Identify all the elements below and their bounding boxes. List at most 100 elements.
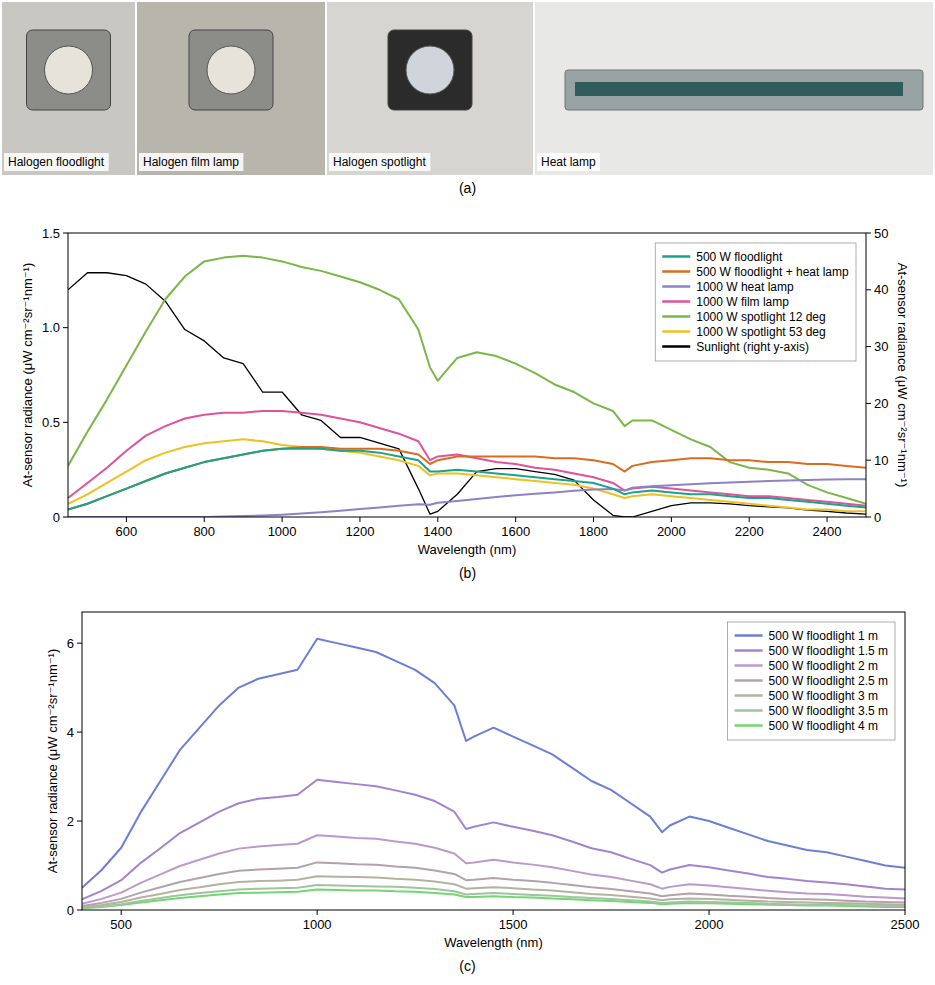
x-tick-label: 1800 bbox=[579, 524, 608, 539]
y-tick-label: 0 bbox=[53, 510, 60, 525]
legend-label: 500 W floodlight 1 m bbox=[769, 629, 878, 643]
y2-tick bbox=[866, 289, 871, 290]
legend-label: 500 W floodlight + heat lamp bbox=[696, 265, 849, 279]
legend-label: 1000 W heat lamp bbox=[696, 280, 794, 294]
series-line bbox=[68, 447, 866, 509]
x-tick-label: 500 bbox=[110, 917, 132, 932]
lines bbox=[82, 639, 905, 909]
lamp-shape bbox=[406, 46, 454, 94]
legend: 500 W floodlight 1 m500 W floodlight 1.5… bbox=[728, 622, 895, 740]
photo-background bbox=[2, 2, 135, 175]
photo-background bbox=[137, 2, 325, 175]
caption-background bbox=[4, 153, 109, 171]
photo-background bbox=[535, 2, 933, 175]
legend-swatch bbox=[735, 724, 763, 727]
x-tick bbox=[317, 910, 318, 915]
legend-label: 500 W floodlight 1.5 m bbox=[769, 644, 888, 658]
lamp-shape bbox=[575, 82, 903, 96]
legend-swatch bbox=[735, 634, 763, 637]
y-tick-label: 0 bbox=[67, 903, 74, 918]
series-line bbox=[68, 449, 866, 510]
legend-swatch bbox=[662, 270, 690, 273]
x-tick-label: 800 bbox=[193, 524, 215, 539]
legend-label: Sunlight (right y-axis) bbox=[696, 340, 809, 354]
photo-caption: Halogen floodlight bbox=[8, 155, 105, 169]
legend: 500 W floodlight500 W floodlight + heat … bbox=[655, 243, 856, 361]
series-line bbox=[68, 411, 866, 506]
legend-swatch bbox=[735, 709, 763, 712]
legend-label: 1000 W spotlight 53 deg bbox=[696, 325, 825, 339]
x-tick bbox=[126, 517, 127, 522]
x-tick-label: 1000 bbox=[268, 524, 297, 539]
photo: Halogen film lamp bbox=[137, 2, 325, 175]
legend-label: 500 W floodlight 4 m bbox=[769, 719, 878, 733]
y-tick-label: 6 bbox=[67, 636, 74, 651]
legend-swatch bbox=[662, 330, 690, 333]
x-tick-label: 1600 bbox=[501, 524, 530, 539]
x-tick-label: 1200 bbox=[345, 524, 374, 539]
x-tick bbox=[513, 910, 514, 915]
plot-frame bbox=[68, 233, 866, 517]
x-axis-title: Wavelength (nm) bbox=[418, 542, 517, 557]
x-tick bbox=[905, 910, 906, 915]
x-tick-label: 2000 bbox=[695, 917, 724, 932]
chart: 6008001000120014001600180020002200240000… bbox=[20, 226, 911, 582]
series-line bbox=[82, 862, 905, 906]
plot-frame bbox=[82, 612, 905, 910]
lamp-shape bbox=[207, 46, 255, 94]
x-tick-label: 1000 bbox=[303, 917, 332, 932]
legend-swatch bbox=[662, 255, 690, 258]
x-tick bbox=[437, 517, 438, 522]
legend-label: 500 W floodlight 3 m bbox=[769, 689, 878, 703]
y2-axis-title: At-sensor radiance (μW cm⁻²sr⁻¹nm⁻¹) bbox=[895, 263, 910, 488]
x-tick bbox=[593, 517, 594, 522]
photo: Halogen spotlight bbox=[327, 2, 533, 175]
x-tick-label: 2200 bbox=[735, 524, 764, 539]
y-tick bbox=[63, 233, 68, 234]
caption-background bbox=[537, 153, 600, 171]
x-tick-label: 1400 bbox=[423, 524, 452, 539]
photo-caption: Heat lamp bbox=[541, 155, 596, 169]
y-tick bbox=[77, 643, 82, 644]
panel-label: (b) bbox=[459, 565, 476, 581]
y-tick-label: 0.5 bbox=[42, 415, 60, 430]
legend-entries: 500 W floodlight500 W floodlight + heat … bbox=[662, 250, 849, 354]
x-tick-label: 1500 bbox=[499, 917, 528, 932]
series-line bbox=[82, 835, 905, 903]
x-tick-label: 2400 bbox=[813, 524, 842, 539]
legend-swatch bbox=[735, 664, 763, 667]
legend-swatch bbox=[662, 285, 690, 288]
legend-swatch bbox=[735, 679, 763, 682]
lamp-shape bbox=[189, 30, 273, 110]
y-tick bbox=[77, 910, 82, 911]
y-tick bbox=[63, 517, 68, 518]
y-tick-label: 4 bbox=[67, 725, 74, 740]
legend-swatch bbox=[735, 694, 763, 697]
legend-entries: 500 W floodlight 1 m500 W floodlight 1.5… bbox=[735, 629, 888, 733]
x-tick bbox=[515, 517, 516, 522]
panel-label: (a) bbox=[459, 180, 476, 196]
caption-background bbox=[329, 153, 430, 171]
y-tick-label: 1.5 bbox=[42, 226, 60, 241]
legend-box bbox=[655, 243, 856, 361]
legend-label: 500 W floodlight 2 m bbox=[769, 659, 878, 673]
series-line bbox=[82, 885, 905, 908]
legend-label: 500 W floodlight 2.5 m bbox=[769, 674, 888, 688]
chart: 50010001500200025000246Wavelength (nm)At… bbox=[45, 612, 920, 974]
x-tick bbox=[827, 517, 828, 522]
y2-tick-label: 20 bbox=[874, 396, 888, 411]
y2-tick bbox=[866, 517, 871, 518]
y-tick bbox=[63, 422, 68, 423]
figure: Halogen floodlight Halogen film lampHalog… bbox=[0, 0, 935, 985]
panel-label: (c) bbox=[459, 958, 475, 974]
lamp-shape bbox=[45, 46, 93, 94]
y-tick-label: 2 bbox=[67, 814, 74, 829]
legend-label: 500 W floodlight bbox=[696, 250, 783, 264]
photo: Halogen floodlight bbox=[2, 2, 135, 175]
lines bbox=[68, 256, 866, 517]
legend-label: 1000 W spotlight 12 deg bbox=[696, 310, 825, 324]
y-tick bbox=[63, 327, 68, 328]
x-tick-label: 600 bbox=[116, 524, 138, 539]
y2-tick bbox=[866, 403, 871, 404]
y2-tick-label: 50 bbox=[874, 226, 888, 241]
